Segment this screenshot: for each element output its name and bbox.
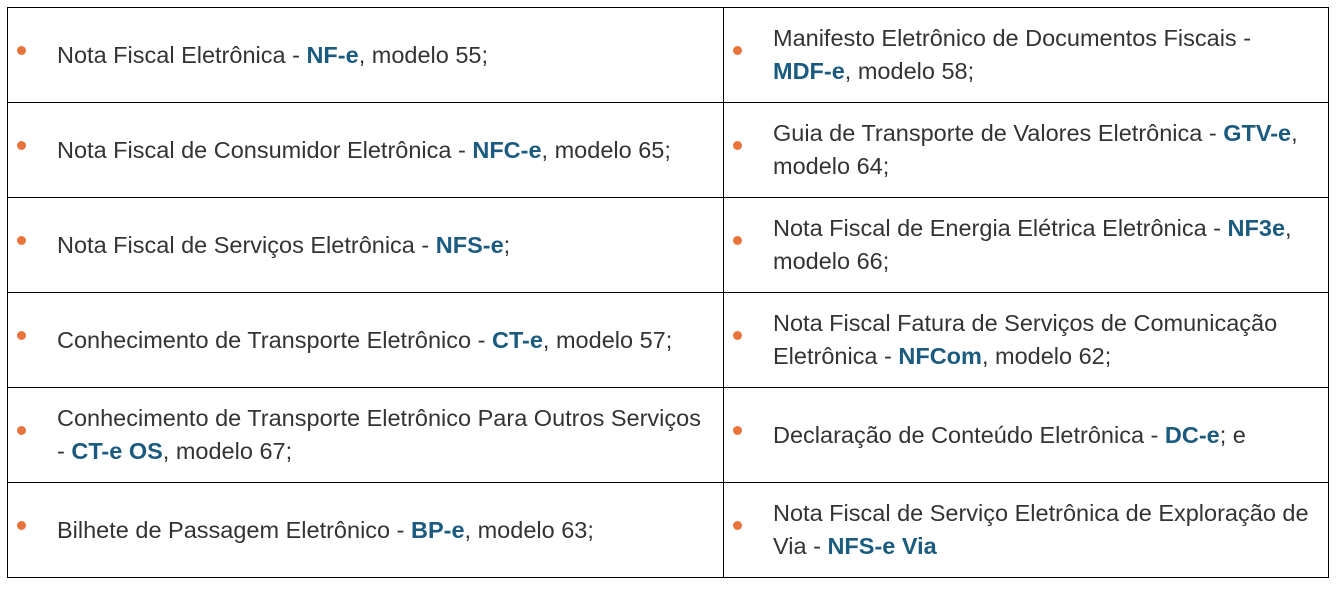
bullet-icon (733, 141, 742, 150)
table-row: Nota Fiscal de Serviços Eletrônica - NFS… (7, 197, 1329, 293)
item-prefix: Nota Fiscal Fatura de Serviços de Comuni… (773, 310, 1278, 369)
item-text: Nota Fiscal de Serviços Eletrônica - NFS… (8, 229, 705, 262)
list-item: Manifesto Eletrônico de Documentos Fisca… (723, 7, 1329, 103)
bullet-icon (17, 426, 26, 435)
table-row: Conhecimento de Transporte Eletrônico Pa… (7, 387, 1329, 483)
item-suffix: , modelo 64; (773, 120, 1298, 179)
bullet-icon (17, 521, 26, 530)
item-text: Declaração de Conteúdo Eletrônica - DC-e… (724, 419, 1310, 452)
item-text: Guia de Transporte de Valores Eletrônica… (724, 117, 1310, 183)
item-prefix: Bilhete de Passagem Eletrônico - (57, 516, 411, 543)
bullet-icon (17, 141, 26, 150)
item-code: NFS-e (435, 231, 504, 258)
list-item: Nota Fiscal Fatura de Serviços de Comuni… (723, 292, 1329, 388)
table-row: Nota Fiscal Eletrônica - NF-e, modelo 55… (7, 7, 1329, 103)
item-code: NFC-e (472, 136, 542, 163)
table-row: Nota Fiscal de Consumidor Eletrônica - N… (7, 102, 1329, 198)
document-types-table: Nota Fiscal Eletrônica - NF-e, modelo 55… (7, 7, 1329, 578)
item-prefix: Nota Fiscal de Consumidor Eletrônica - (57, 136, 473, 163)
table-row: Conhecimento de Transporte Eletrônico - … (7, 292, 1329, 388)
item-suffix: , modelo 65; (541, 136, 671, 163)
item-text: Bilhete de Passagem Eletrônico - BP-e, m… (8, 514, 705, 547)
list-item: Bilhete de Passagem Eletrônico - BP-e, m… (7, 482, 724, 578)
item-code: NFCom (898, 343, 982, 369)
list-item: Declaração de Conteúdo Eletrônica - DC-e… (723, 387, 1329, 483)
bullet-icon (17, 236, 26, 245)
bullet-icon (733, 521, 742, 530)
list-item: Conhecimento de Transporte Eletrônico Pa… (7, 387, 724, 483)
item-suffix: , modelo 57; (542, 326, 673, 353)
bullet-icon (17, 46, 26, 55)
table-row: Bilhete de Passagem Eletrônico - BP-e, m… (7, 482, 1329, 578)
item-code: BP-e (411, 516, 465, 543)
item-suffix: ; e (1219, 421, 1246, 448)
item-prefix: Nota Fiscal de Energia Elétrica Eletrôni… (773, 215, 1228, 241)
bullet-icon (733, 236, 742, 245)
item-code: NF3e (1227, 215, 1286, 241)
item-prefix: Nota Fiscal Eletrônica - (57, 41, 307, 68)
item-text: Conhecimento de Transporte Eletrônico Pa… (8, 402, 705, 468)
bullet-icon (733, 46, 742, 55)
item-text: Nota Fiscal de Energia Elétrica Eletrôni… (724, 212, 1310, 278)
item-suffix: , modelo 67; (162, 438, 293, 464)
item-text: Nota Fiscal de Consumidor Eletrônica - N… (8, 134, 705, 167)
item-code: NFS-e Via (827, 533, 937, 559)
item-suffix: , modelo 63; (464, 516, 594, 543)
bullet-icon (733, 426, 742, 435)
list-item: Nota Fiscal Eletrônica - NF-e, modelo 55… (7, 7, 724, 103)
list-item: Guia de Transporte de Valores Eletrônica… (723, 102, 1329, 198)
item-code: NF-e (306, 41, 359, 68)
item-prefix: Nota Fiscal de Serviços Eletrônica - (57, 231, 436, 258)
item-suffix: , modelo 55; (358, 41, 489, 68)
item-code: CT-e OS (71, 438, 163, 464)
item-code: GTV-e (1223, 120, 1292, 146)
list-item: Nota Fiscal de Energia Elétrica Eletrôni… (723, 197, 1329, 293)
item-text: Conhecimento de Transporte Eletrônico - … (8, 324, 705, 357)
item-prefix: Declaração de Conteúdo Eletrônica - (773, 421, 1165, 448)
item-suffix: , modelo 66; (773, 215, 1292, 274)
item-prefix: Manifesto Eletrônico de Documentos Fisca… (773, 25, 1252, 51)
item-code: DC-e (1164, 421, 1220, 448)
list-item: Nota Fiscal de Consumidor Eletrônica - N… (7, 102, 724, 198)
item-code: MDF-e (773, 58, 845, 84)
item-text: Nota Fiscal Eletrônica - NF-e, modelo 55… (8, 39, 705, 72)
item-text: Nota Fiscal Fatura de Serviços de Comuni… (724, 307, 1310, 373)
list-item: Conhecimento de Transporte Eletrônico - … (7, 292, 724, 388)
list-item: Nota Fiscal de Serviço Eletrônica de Exp… (723, 482, 1329, 578)
item-suffix: , modelo 62; (981, 343, 1112, 369)
item-prefix: Nota Fiscal de Serviço Eletrônica de Exp… (773, 500, 1309, 559)
bullet-icon (17, 331, 26, 340)
item-code: CT-e (491, 326, 543, 353)
item-prefix: Conhecimento de Transporte Eletrônico Pa… (57, 405, 701, 464)
item-prefix: Conhecimento de Transporte Eletrônico - (57, 326, 492, 353)
item-text: Nota Fiscal de Serviço Eletrônica de Exp… (724, 497, 1310, 563)
item-suffix: ; (503, 231, 511, 258)
item-suffix: , modelo 58; (844, 58, 975, 84)
item-prefix: Guia de Transporte de Valores Eletrônica… (773, 120, 1224, 146)
bullet-icon (733, 331, 742, 340)
item-text: Manifesto Eletrônico de Documentos Fisca… (724, 22, 1310, 88)
list-item: Nota Fiscal de Serviços Eletrônica - NFS… (7, 197, 724, 293)
